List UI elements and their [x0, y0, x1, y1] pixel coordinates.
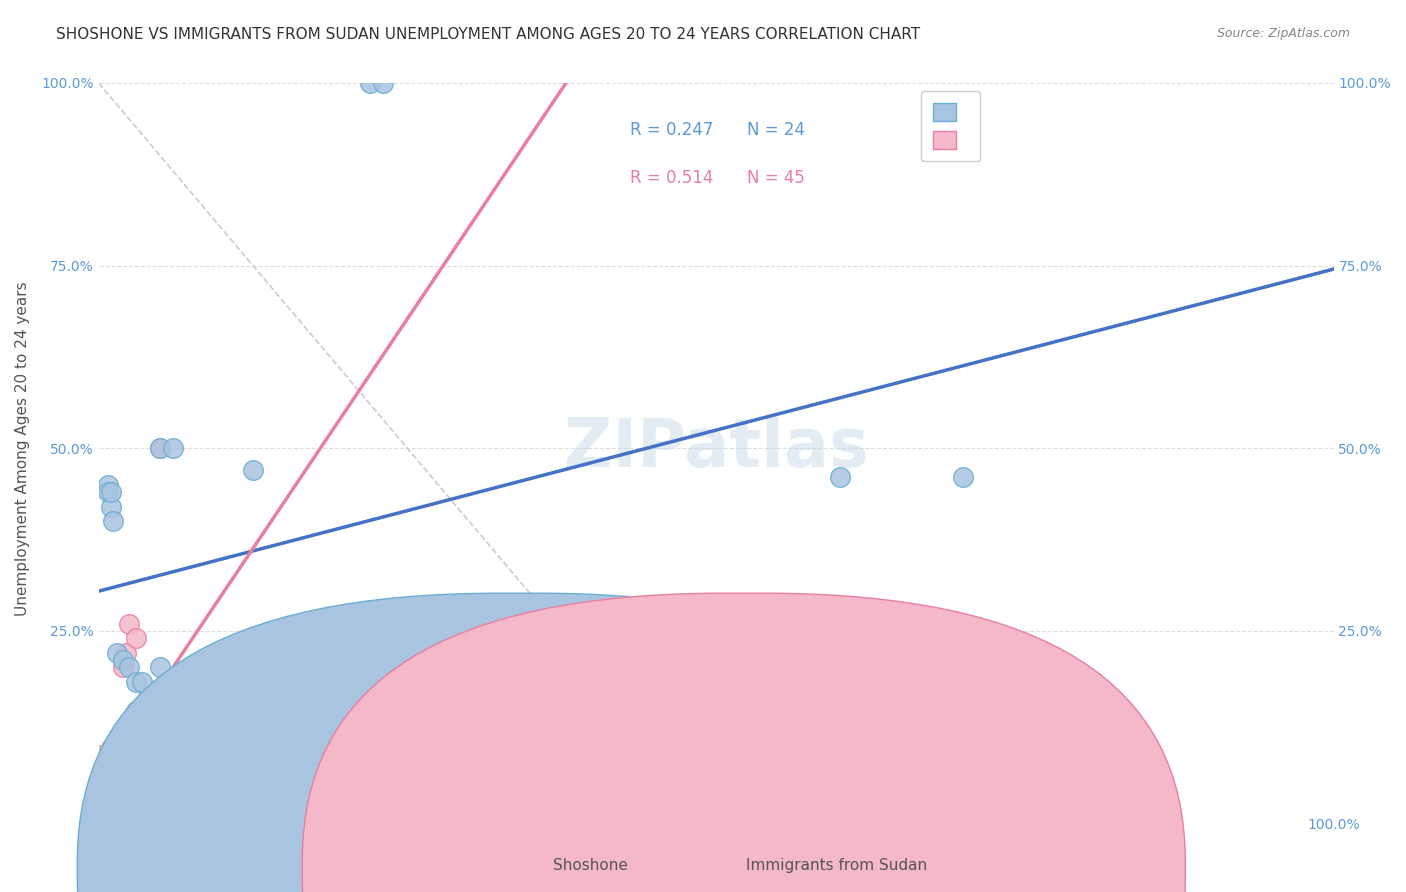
Point — [93, 770, 115, 784]
Point — [100, 763, 122, 777]
Text: N = 45: N = 45 — [747, 169, 804, 187]
Point — [103, 748, 125, 763]
Point — [97, 485, 120, 500]
Point — [97, 770, 120, 784]
Point — [98, 770, 121, 784]
Point — [118, 616, 141, 631]
Point — [242, 463, 264, 477]
Text: Shoshone: Shoshone — [553, 858, 628, 872]
Text: Immigrants from Sudan: Immigrants from Sudan — [747, 858, 927, 872]
Point — [100, 740, 122, 755]
Point — [107, 748, 129, 763]
Point — [96, 756, 118, 770]
Point — [98, 756, 121, 770]
Point — [89, 792, 111, 806]
Text: Source: ZipAtlas.com: Source: ZipAtlas.com — [1216, 27, 1350, 40]
Point — [136, 690, 159, 704]
Point — [371, 76, 394, 90]
Point — [149, 660, 172, 674]
Point — [94, 770, 117, 784]
Text: R = 0.247: R = 0.247 — [630, 121, 713, 139]
Legend: , : , — [921, 91, 980, 161]
Point — [91, 748, 114, 763]
Point — [90, 770, 112, 784]
Point — [112, 653, 135, 667]
Point — [97, 748, 120, 763]
Point — [97, 777, 120, 791]
Text: ZIPatlas: ZIPatlas — [564, 416, 869, 482]
Point — [87, 784, 110, 798]
Point — [828, 470, 851, 484]
Point — [124, 675, 146, 690]
Point — [94, 763, 117, 777]
Point — [557, 609, 579, 624]
Point — [112, 660, 135, 674]
Point — [211, 712, 233, 726]
Point — [96, 763, 118, 777]
Point — [162, 442, 184, 456]
Point — [100, 485, 122, 500]
Y-axis label: Unemployment Among Ages 20 to 24 years: Unemployment Among Ages 20 to 24 years — [15, 281, 30, 615]
Point — [104, 777, 127, 791]
Point — [124, 631, 146, 645]
Point — [952, 470, 974, 484]
Point — [131, 675, 153, 690]
Point — [359, 76, 381, 90]
Point — [124, 704, 146, 718]
Point — [100, 500, 122, 514]
Point — [90, 784, 112, 798]
Point — [101, 763, 124, 777]
Point — [118, 660, 141, 674]
Point — [100, 784, 122, 798]
Text: N = 24: N = 24 — [747, 121, 804, 139]
Point — [94, 763, 117, 777]
Point — [149, 442, 172, 456]
Point — [149, 442, 172, 456]
Point — [94, 792, 117, 806]
Point — [103, 770, 125, 784]
Point — [96, 777, 118, 791]
Point — [93, 777, 115, 791]
Point — [94, 770, 117, 784]
Point — [105, 646, 128, 660]
Point — [91, 770, 114, 784]
Point — [97, 477, 120, 491]
Point — [236, 653, 259, 667]
Text: SHOSHONE VS IMMIGRANTS FROM SUDAN UNEMPLOYMENT AMONG AGES 20 TO 24 YEARS CORRELA: SHOSHONE VS IMMIGRANTS FROM SUDAN UNEMPL… — [56, 27, 921, 42]
Point — [89, 777, 111, 791]
Point — [174, 712, 197, 726]
Point — [96, 792, 118, 806]
Point — [91, 763, 114, 777]
Point — [94, 784, 117, 798]
Point — [105, 756, 128, 770]
Point — [103, 514, 125, 528]
Point — [114, 646, 136, 660]
Point — [94, 777, 117, 791]
Point — [101, 777, 124, 791]
Point — [211, 653, 233, 667]
Point — [104, 770, 127, 784]
Point — [110, 770, 132, 784]
Text: R = 0.514: R = 0.514 — [630, 169, 713, 187]
Point — [136, 704, 159, 718]
